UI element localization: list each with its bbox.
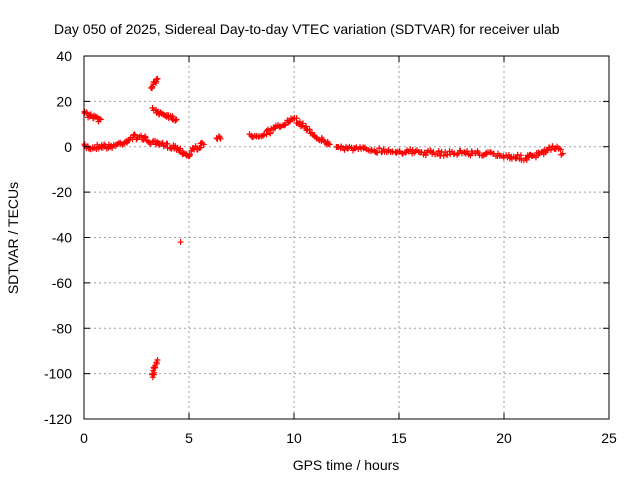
data-point	[200, 141, 207, 148]
series-low-outlier	[177, 239, 184, 246]
data-point	[523, 156, 530, 163]
data-point	[393, 149, 400, 156]
data-point	[352, 145, 359, 152]
data-point	[513, 155, 520, 162]
series-upper-arc-0	[81, 108, 104, 125]
y-tick-label: 20	[56, 93, 72, 109]
data-point	[427, 148, 434, 155]
data-layer	[81, 75, 566, 381]
data-point	[173, 116, 180, 123]
ticks: 0 5 10 15 20 25 40 20 0 -20 -40 -60 -80 -100 -120	[44, 48, 617, 446]
data-point	[87, 111, 94, 118]
data-point	[360, 145, 367, 152]
data-point	[97, 116, 104, 123]
data-point	[380, 146, 387, 153]
series-low-spike	[149, 357, 161, 381]
series-pts-6	[213, 133, 224, 142]
data-point	[267, 130, 274, 137]
x-tick-label: 5	[185, 430, 193, 446]
data-point	[96, 115, 103, 122]
data-point	[299, 120, 306, 127]
data-point	[271, 125, 278, 132]
data-point	[422, 152, 429, 159]
y-tick-label: 40	[56, 48, 72, 64]
data-point	[326, 141, 333, 148]
data-point	[440, 152, 447, 159]
data-point	[557, 146, 564, 153]
chart-title: Day 050 of 2025, Sidereal Day-to-day VTE…	[54, 21, 560, 37]
data-point	[450, 151, 457, 158]
y-tick-label: -80	[52, 320, 72, 336]
x-tick-label: 10	[286, 430, 302, 446]
y-tick-label: -20	[52, 184, 72, 200]
data-point	[154, 75, 161, 82]
series-main-band-2	[246, 115, 333, 148]
data-point	[217, 135, 224, 142]
data-point	[186, 151, 193, 158]
data-point	[153, 78, 160, 85]
data-point	[260, 132, 267, 139]
data-point	[154, 357, 161, 364]
data-point	[141, 133, 148, 140]
data-point	[547, 146, 554, 153]
data-point	[177, 145, 184, 152]
y-tick-label: -60	[52, 275, 72, 291]
y-tick-label: -40	[52, 230, 72, 246]
y-axis-label: SDTVAR / TECUs	[5, 182, 21, 294]
data-point	[559, 150, 566, 157]
data-point	[84, 110, 91, 117]
data-point	[277, 124, 284, 131]
grid	[84, 56, 609, 419]
data-point	[142, 134, 149, 141]
data-point	[169, 113, 176, 120]
data-point	[281, 122, 288, 129]
x-axis-label: GPS time / hours	[293, 457, 400, 473]
x-tick-label: 25	[601, 430, 617, 446]
data-point	[264, 126, 271, 133]
series-spike-3-4	[148, 75, 161, 92]
x-tick-label: 20	[496, 430, 512, 446]
data-point	[125, 137, 132, 144]
data-point	[303, 127, 310, 134]
x-tick-label: 15	[391, 430, 407, 446]
series-main-band	[81, 131, 207, 160]
data-point	[153, 360, 160, 367]
data-point	[138, 132, 145, 139]
series-main-band-3	[333, 143, 566, 164]
data-point	[376, 145, 383, 152]
y-tick-label: 0	[64, 139, 72, 155]
data-point	[306, 126, 313, 133]
series-upper-arc-3	[149, 104, 180, 124]
data-point	[177, 239, 184, 246]
data-point	[172, 117, 179, 124]
data-point	[263, 131, 270, 138]
data-point	[196, 145, 203, 152]
y-tick-label: -100	[44, 366, 72, 382]
data-point	[192, 143, 199, 150]
data-point	[109, 144, 116, 151]
data-point	[286, 118, 293, 125]
x-tick-label: 0	[80, 430, 88, 446]
data-point	[325, 140, 332, 147]
y-tick-label: -120	[44, 411, 72, 427]
data-point	[435, 147, 442, 154]
